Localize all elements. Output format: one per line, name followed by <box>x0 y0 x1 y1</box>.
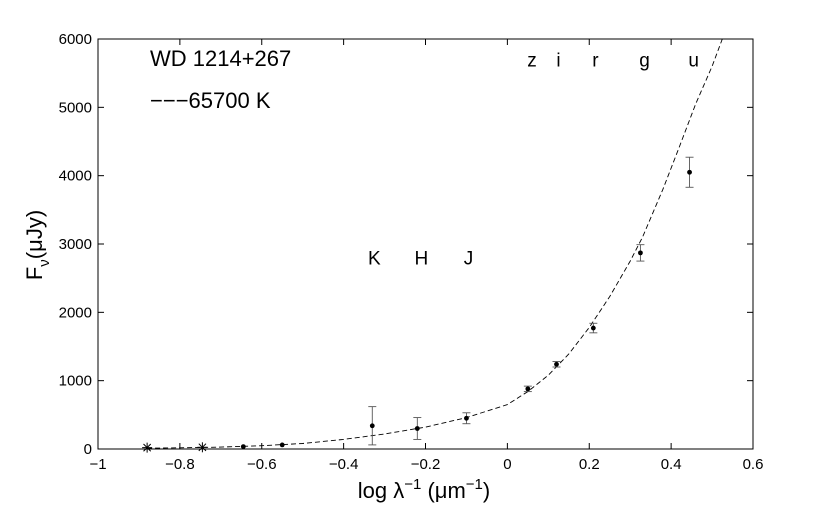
x-tick-label: −0.6 <box>247 456 277 473</box>
band-label-H: H <box>415 249 429 270</box>
x-tick-label: −0.4 <box>329 456 359 473</box>
band-label-i: i <box>556 51 560 72</box>
y-tick-label: 5000 <box>59 99 92 116</box>
photometry-point <box>464 415 469 421</box>
legend-model-label: −−−65700 K <box>150 88 271 113</box>
axis-ticks: −1 −0.8 −0.6 −0.4 −0.2 0 0.2 0.4 0.6 0 1000 2000 300… <box>59 31 764 473</box>
x-tick-label: −0.8 <box>165 456 195 473</box>
y-tick-label: 6000 <box>59 31 92 48</box>
asterisk-marker <box>197 442 208 453</box>
asterisk-marker <box>142 442 153 453</box>
photometry-point <box>414 426 420 431</box>
x-tick-label: 0.2 <box>579 456 600 473</box>
y-tick-label: 2000 <box>59 304 92 321</box>
asterisk-stroke <box>198 443 207 452</box>
asterisk-stroke <box>143 443 152 452</box>
x-tick-label: 0.4 <box>661 456 682 473</box>
x-tick-label: 0 <box>503 456 511 473</box>
x-tick-label: −1 <box>89 456 106 473</box>
y-tick-label: 3000 <box>59 236 92 253</box>
x-axis-label: log λ−1 (μm−1) <box>358 476 490 503</box>
band-labels-layer: z i r g u K H J <box>368 51 699 270</box>
y-axis-label: Fν(μJy) <box>22 210 53 280</box>
model-curve-layer <box>147 38 723 449</box>
x-tick-label: 0.6 <box>743 456 764 473</box>
chart-title: WD 1214+267 <box>150 46 291 71</box>
photometry-point <box>279 442 285 448</box>
band-label-z: z <box>527 51 537 72</box>
y-tick-label: 0 <box>84 441 92 458</box>
y-tick-label: 1000 <box>59 373 92 390</box>
photometry-point <box>590 325 596 331</box>
x-tick-label: −0.2 <box>411 456 441 473</box>
model-curve-line <box>147 38 723 449</box>
band-label-u: u <box>688 51 699 72</box>
photometry-point <box>687 169 692 175</box>
photometry-point <box>369 423 375 429</box>
photometry-point <box>240 444 246 450</box>
photometry-point <box>525 386 531 392</box>
band-label-r: r <box>592 51 599 72</box>
photometry-point <box>638 250 643 256</box>
photometry-point <box>554 361 559 367</box>
y-tick-label: 4000 <box>59 168 92 185</box>
band-label-K: K <box>368 249 381 270</box>
photometry-points-layer <box>142 156 694 453</box>
band-label-J: J <box>464 249 474 270</box>
band-label-g: g <box>639 51 650 72</box>
